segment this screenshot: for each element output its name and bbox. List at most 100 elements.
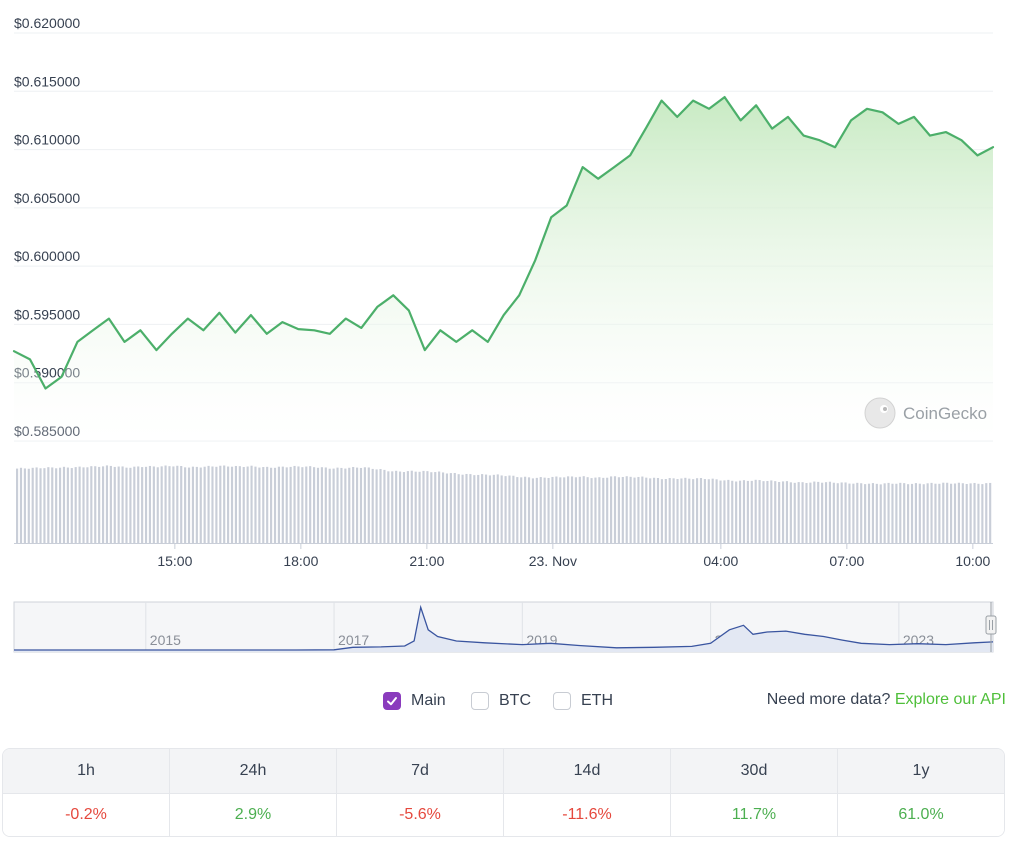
volume-bar [152,466,155,543]
price-chart[interactable]: $0.620000 $0.615000 $0.610000 $0.605000 $0.6… [0,0,1024,680]
volume-bar [481,474,484,543]
price-area [14,97,993,441]
x-tick-label: 18:00 [283,553,318,569]
volume-bar [723,480,726,543]
volume-bar [879,484,882,543]
volume-bar [660,479,663,543]
volume-bar [453,472,456,543]
volume-bar [668,478,671,543]
volume-bar [711,478,714,543]
volume-bar [699,478,703,543]
volume-bar [465,473,468,543]
volume-bar [926,483,929,543]
volume-bar [707,479,710,543]
volume-bar [395,470,398,543]
volume-bar [484,474,488,543]
main-checkbox[interactable] [383,692,401,710]
volume-bar [871,483,874,543]
volume-bar [191,466,195,543]
volume-bar [58,467,62,543]
volume-bar [172,466,175,543]
volume-bar [848,483,851,543]
volume-bar [266,466,269,543]
volume-bar [750,480,753,543]
performance-value-14d: -11.6% [503,794,670,836]
volume-bar [383,469,386,543]
navigator-handle-grip [985,615,997,635]
volume-bar [809,482,812,543]
navigator-year-label: 2017 [338,632,369,648]
volume-bar [985,483,988,543]
volume-bar [731,480,734,543]
volume-bar [930,482,933,543]
volume-bar [832,482,835,543]
volume-bar [641,476,644,543]
volume-bar [98,466,101,543]
volume-bar [441,472,445,543]
volume-bar [797,482,800,543]
volume-bar [184,467,187,543]
volume-bar [910,483,914,543]
volume-bar [656,478,660,543]
volume-bar [16,468,19,543]
volume-bar [367,467,370,543]
volume-bar [821,482,824,543]
volume-bar [828,481,832,543]
y-tick-label: $0.610000 [14,132,80,148]
volume-bar [653,477,656,543]
volume-bar [168,466,171,543]
volume-bar [907,484,910,543]
coingecko-watermark: CoinGecko [864,397,987,429]
volume-bar [738,480,742,543]
volume-bar [875,483,878,543]
volume-bar [864,484,867,543]
volume-bar [262,467,265,543]
performance-value-7d: -5.6% [336,794,503,836]
volume-bar [473,475,476,543]
volume-bar [156,467,159,543]
volume-bar [844,482,847,543]
btc-checkbox-group[interactable]: BTC [471,689,531,713]
volume-bar [113,466,116,543]
volume-bar [567,476,570,543]
volume-bar [426,471,429,543]
eth-checkbox[interactable] [553,692,571,710]
volume-bar [969,483,972,543]
main-checkbox-group[interactable]: Main [383,689,446,713]
volume-bar [352,466,355,543]
main-checkbox-label: Main [411,692,446,709]
volume-bar [527,477,531,543]
x-tick-label: 21:00 [409,553,444,569]
volume-bar [942,482,945,543]
volume-bar [547,477,550,543]
eth-checkbox-group[interactable]: ETH [553,689,613,713]
volume-bar [891,483,894,543]
volume-bar [27,468,30,543]
volume-bar [586,477,589,543]
coingecko-watermark-text: CoinGecko [903,404,987,423]
volume-bar [438,471,441,543]
volume-bar [555,476,558,543]
volume-bar [242,467,245,543]
volume-bar [551,476,554,543]
btc-checkbox[interactable] [471,692,489,710]
volume-bar [543,477,546,543]
y-tick-label: $0.605000 [14,190,80,206]
explore-api-link[interactable]: Explore our API [894,691,1006,708]
volume-bar [492,474,495,543]
volume-bar [246,466,249,543]
volume-bar [574,477,577,543]
volume-bar [387,471,390,543]
volume-bar [918,483,921,543]
chart-canvas[interactable]: $0.620000 $0.615000 $0.610000 $0.605000 $0.6… [0,0,1024,680]
y-tick-label: $0.595000 [14,306,80,322]
volume-bar [512,475,515,543]
volume-bar [535,477,538,543]
volume-bar [742,480,746,543]
volume-bar [219,465,222,543]
volume-bar [336,467,339,543]
navigator-handle[interactable] [985,602,997,652]
volume-bar [305,466,308,543]
volume-bar [617,477,620,543]
volume-bar [363,467,366,543]
